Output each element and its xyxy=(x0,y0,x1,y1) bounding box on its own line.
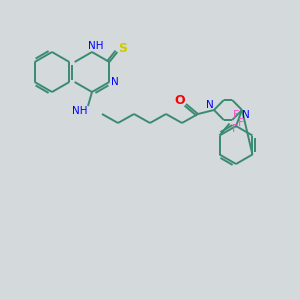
Text: F: F xyxy=(233,110,240,121)
Text: F: F xyxy=(232,124,239,134)
Text: S: S xyxy=(118,43,127,56)
Text: NH: NH xyxy=(72,106,88,116)
Text: N: N xyxy=(242,110,250,120)
Text: F: F xyxy=(238,118,245,128)
Text: N: N xyxy=(111,77,119,87)
Text: N: N xyxy=(206,100,214,110)
Text: NH: NH xyxy=(88,41,104,51)
Text: O: O xyxy=(175,94,185,107)
